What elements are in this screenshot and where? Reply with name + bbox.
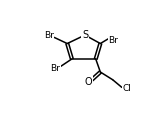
Text: Cl: Cl <box>123 84 132 93</box>
Text: Br: Br <box>109 36 118 45</box>
Text: O: O <box>85 77 93 87</box>
Text: S: S <box>82 30 88 40</box>
Text: Br: Br <box>50 64 60 73</box>
Text: Br: Br <box>44 31 54 40</box>
